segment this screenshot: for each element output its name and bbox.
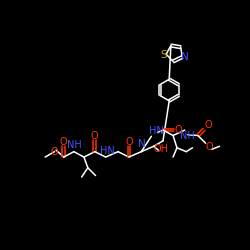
Text: O: O [60,137,68,147]
Text: O: O [175,125,182,135]
Text: HN: HN [100,146,114,156]
Text: O: O [204,120,212,130]
Text: NH: NH [180,131,195,141]
Text: NH: NH [67,140,82,150]
Text: N: N [138,139,146,149]
Text: N: N [182,52,189,62]
Text: O: O [51,147,58,157]
Text: OH: OH [154,144,169,154]
Text: HN: HN [149,126,164,136]
Text: O: O [91,131,98,141]
Text: O: O [125,137,133,147]
Text: O: O [206,142,213,152]
Text: S: S [160,50,167,60]
